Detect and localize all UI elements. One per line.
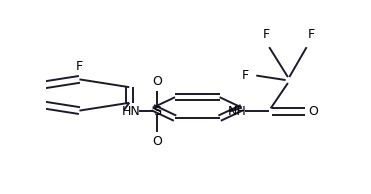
Text: O: O bbox=[152, 135, 162, 148]
Text: NH: NH bbox=[228, 105, 247, 118]
Text: F: F bbox=[76, 60, 83, 73]
Text: F: F bbox=[263, 28, 270, 41]
Text: HN: HN bbox=[122, 105, 141, 118]
Text: O: O bbox=[152, 75, 162, 88]
Text: F: F bbox=[242, 69, 249, 82]
Text: O: O bbox=[309, 105, 318, 118]
Text: S: S bbox=[153, 105, 161, 118]
Text: F: F bbox=[307, 28, 315, 41]
